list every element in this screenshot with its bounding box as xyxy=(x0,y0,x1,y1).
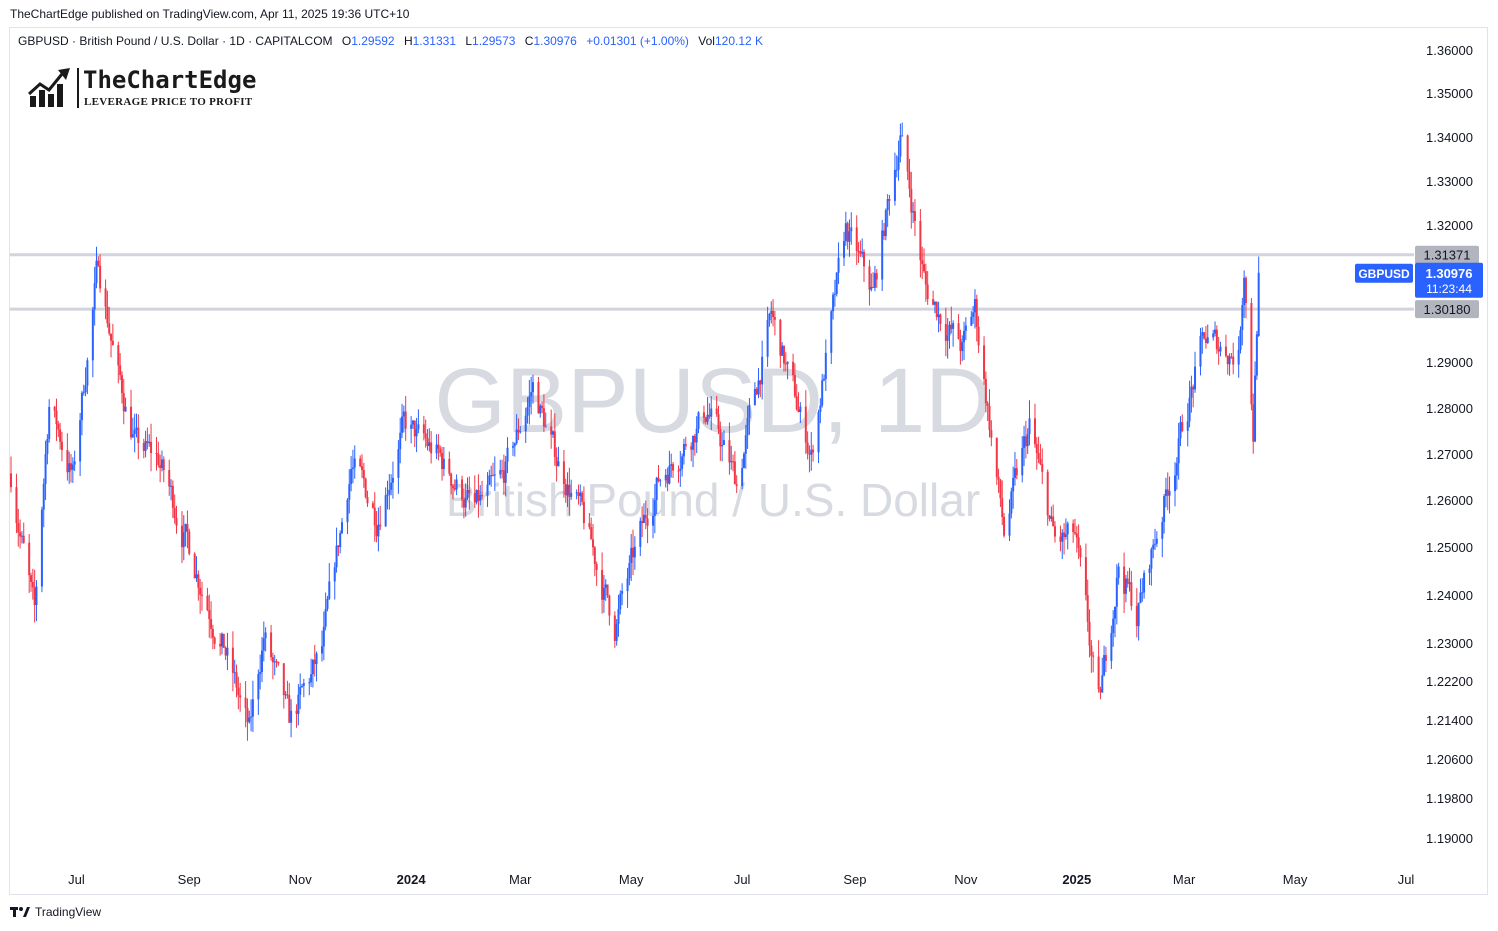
logo-divider xyxy=(77,68,79,108)
tradingview-logo-icon xyxy=(10,907,30,917)
low-label: L xyxy=(465,34,473,48)
close-label: C xyxy=(524,34,534,48)
footer: TradingView xyxy=(10,905,101,919)
logo-tagline: LEVERAGE PRICE TO PROFIT xyxy=(84,96,253,108)
change-value: +0.01301 (+1.00%) xyxy=(586,34,689,48)
high-label: H xyxy=(403,34,413,48)
volume-label: Vol xyxy=(698,34,715,48)
thechartedge-logo: TheChartEdge LEVERAGE PRICE TO PROFIT xyxy=(27,66,256,113)
low-value: 1.29573 xyxy=(472,34,516,48)
logo-name: TheChartEdge xyxy=(83,66,257,94)
chart-frame xyxy=(9,27,1488,895)
volume-value: 120.12 K xyxy=(714,34,764,48)
symbol-legend: GBPUSD · British Pound / U.S. Dollar · 1… xyxy=(18,34,763,48)
symbol-description: GBPUSD · British Pound / U.S. Dollar · 1… xyxy=(18,34,333,48)
publish-line: TheChartEdge published on TradingView.co… xyxy=(10,7,410,21)
footer-brand: TradingView xyxy=(35,905,102,919)
close-value: 1.30976 xyxy=(533,34,577,48)
open-label: O xyxy=(341,34,352,48)
open-value: 1.29592 xyxy=(351,34,395,48)
bar-chart-logo-icon xyxy=(27,68,70,107)
high-value: 1.31331 xyxy=(412,34,457,48)
